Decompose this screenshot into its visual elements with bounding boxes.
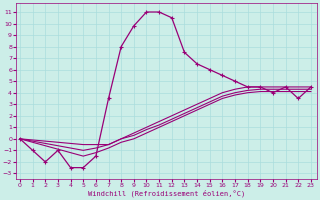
X-axis label: Windchill (Refroidissement éolien,°C): Windchill (Refroidissement éolien,°C)	[88, 190, 245, 197]
